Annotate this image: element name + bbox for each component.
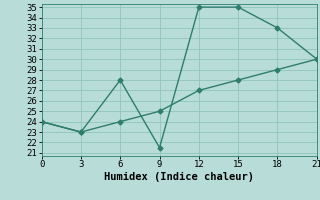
X-axis label: Humidex (Indice chaleur): Humidex (Indice chaleur) [104, 172, 254, 182]
